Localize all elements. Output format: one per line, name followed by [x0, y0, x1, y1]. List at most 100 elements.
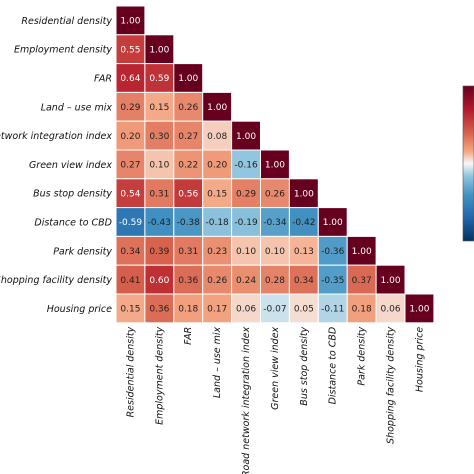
cell-value-label: 0.10 [149, 161, 169, 171]
cell-value-label: 1.00 [236, 132, 256, 142]
cell-value-label: 0.20 [207, 161, 227, 171]
cell-value-label: -0.16 [234, 161, 258, 171]
heatmap-cell [202, 264, 233, 295]
cell-value-label: 0.23 [207, 247, 227, 257]
cell-value-label: 0.39 [149, 247, 169, 257]
cell-value-label: 0.15 [120, 305, 140, 315]
cell-value-label: 1.00 [149, 45, 169, 55]
column-label: Residential density [125, 326, 136, 417]
heatmap-cell [202, 91, 233, 122]
cell-value-label: 1.00 [294, 189, 314, 199]
cell-value-label: 0.31 [149, 189, 169, 199]
cell-value-label: 0.27 [120, 161, 140, 171]
row-label: FAR [94, 74, 112, 85]
cell-value-label: 0.54 [120, 189, 140, 199]
cell-value-label: 1.00 [352, 247, 372, 257]
cell-value-label: 0.31 [178, 247, 198, 257]
heatmap-cell [260, 149, 290, 180]
heatmap-cell [260, 235, 290, 266]
cell-value-label: 1.00 [207, 103, 227, 113]
cell-value-label: 0.27 [178, 132, 198, 142]
heatmap-cell [231, 293, 262, 324]
heatmap-cell [115, 178, 146, 209]
row-label: Housing price [47, 304, 112, 315]
cell-value-label: 0.18 [352, 305, 372, 315]
cell-value-label: 0.26 [207, 276, 227, 286]
cell-value-label: 0.06 [381, 305, 401, 315]
heatmap-cell [144, 178, 175, 209]
row-label: network integration index [0, 131, 112, 142]
column-label: Distance to CBD [328, 327, 339, 405]
row-labels: Residential density Employment density FAR… [0, 16, 112, 315]
cell-value-label: -0.38 [177, 218, 201, 228]
cell-value-label: 0.59 [149, 74, 169, 84]
cell-value-label: 1.00 [178, 74, 198, 84]
heatmap-cell [115, 293, 146, 324]
cell-value-label: 0.26 [178, 103, 198, 113]
column-label: Housing price [414, 327, 425, 392]
heatmap-cell [115, 149, 146, 180]
cell-value-label: 1.00 [409, 305, 429, 315]
row-label: Residential density [21, 16, 112, 27]
column-label: Green view index [270, 326, 281, 409]
heatmap-cells: 1.00 0.55 1.00 0.64 0.59 1.00 0.29 0.15 0.26 1.00… [115, 5, 435, 324]
cell-value-label: -0.59 [119, 218, 143, 228]
heatmap-cell [260, 293, 290, 324]
row-label: Land – use mix [41, 102, 113, 113]
heatmap-cell [115, 5, 146, 36]
cell-value-label: 0.56 [178, 189, 198, 199]
column-label: Employment density [154, 326, 165, 424]
heatmap-cell [144, 91, 175, 122]
heatmap-cell [144, 293, 175, 324]
cell-value-label: 0.10 [265, 247, 285, 257]
row-label: Bus stop density [33, 189, 112, 200]
cell-value-label: 0.37 [352, 276, 372, 286]
cell-value-label: 0.15 [207, 189, 227, 199]
cell-value-label: 1.00 [323, 218, 343, 228]
cell-value-label: 0.64 [120, 74, 140, 84]
heatmap-cell [202, 293, 233, 324]
cell-value-label: 0.26 [265, 189, 285, 199]
cell-value-label: 1.00 [265, 161, 285, 171]
heatmap-cell [346, 293, 377, 324]
cell-value-label: -0.18 [206, 218, 230, 228]
column-label: Land – use mix [212, 326, 223, 398]
cell-value-label: 0.08 [207, 132, 227, 142]
cell-value-label: 0.10 [236, 247, 256, 257]
heatmap-cell [115, 235, 146, 266]
cell-value-label: 0.13 [294, 247, 314, 257]
cell-value-label: -0.11 [321, 305, 344, 315]
cell-value-label: 0.36 [149, 305, 169, 315]
cell-value-label: 0.34 [120, 247, 140, 257]
cell-value-label: 0.24 [236, 276, 256, 286]
colorbar-gradient [463, 86, 474, 241]
cell-value-label: 0.18 [178, 305, 198, 315]
heatmap-cell [202, 149, 233, 180]
column-label: Bus stop density [299, 326, 310, 405]
heatmap-cell [317, 264, 348, 295]
cell-value-label: 0.41 [120, 276, 140, 286]
heatmap-cell [202, 120, 233, 151]
heatmap-cell [231, 264, 262, 295]
row-label: Distance to CBD [34, 218, 112, 229]
heatmap-cell [144, 149, 175, 180]
cell-value-label: -0.35 [321, 276, 344, 286]
cell-value-label: -0.34 [263, 218, 287, 228]
heatmap-cell [288, 293, 319, 324]
cell-value-label: 0.34 [294, 276, 314, 286]
row-label: Park density [53, 246, 112, 257]
cell-value-label: -0.43 [148, 218, 171, 228]
heatmap-cell [173, 207, 204, 237]
cell-value-label: -0.36 [321, 247, 345, 257]
cell-value-label: 0.29 [236, 189, 256, 199]
heatmap-cell [346, 235, 377, 266]
cell-value-label: -0.42 [292, 218, 315, 228]
cell-value-label: 0.15 [149, 103, 169, 113]
heatmap-cell [144, 120, 175, 151]
cell-value-label: 0.36 [178, 276, 198, 286]
column-label: Shopping facility density [386, 326, 397, 444]
row-label: Shopping facility density [0, 275, 112, 286]
row-label: Green view index [29, 160, 112, 171]
cell-value-label: -0.07 [263, 305, 286, 315]
